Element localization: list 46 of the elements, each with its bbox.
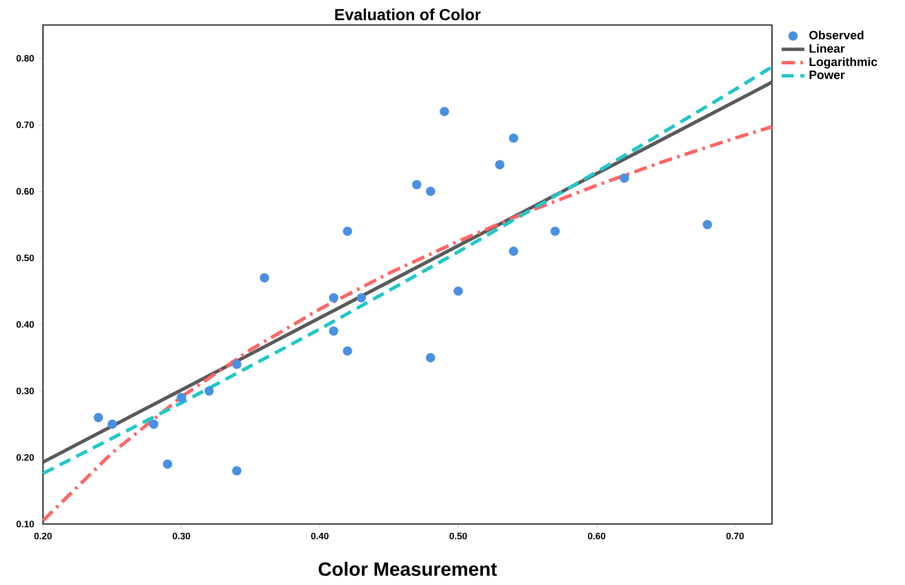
x-tick-label: 0.20 (34, 532, 52, 540)
point (702, 220, 712, 230)
point (356, 293, 366, 302)
point (232, 360, 242, 369)
point (550, 226, 560, 236)
point (454, 286, 463, 296)
y-tick-label: 0.20 (16, 454, 34, 461)
point (412, 180, 422, 190)
x-tick-label: 0.40 (311, 532, 329, 540)
y-tick-label: 0.30 (16, 388, 34, 394)
point (426, 353, 436, 362)
point (426, 186, 436, 196)
point (232, 466, 242, 476)
chart-title: Evaluation of Color (335, 8, 481, 20)
x-tick-label: 0.30 (172, 532, 190, 540)
point (204, 386, 214, 396)
point (94, 412, 104, 422)
y-tick-label: 0.80 (16, 54, 34, 62)
x-tick-label: 0.60 (588, 532, 606, 540)
point (495, 160, 504, 170)
y-tick-label: 0.40 (16, 321, 34, 328)
y-tick-label: 0.10 (16, 520, 34, 528)
x-axis-title: Color Measurement (318, 562, 497, 576)
point (176, 392, 186, 402)
point (149, 420, 158, 429)
y-tick-label: 0.60 (16, 188, 34, 195)
legend-label: Observed (809, 30, 864, 40)
point (620, 173, 629, 183)
line-series (41, 125, 774, 522)
point (108, 420, 117, 429)
point (329, 293, 338, 302)
point (329, 326, 338, 336)
legend-label: Power (810, 70, 845, 80)
point (508, 133, 518, 143)
y-tick-label: 0.70 (16, 122, 34, 128)
x-tick-label: 0.70 (726, 532, 744, 540)
point (440, 106, 450, 116)
legend-label: Logarithmic (810, 57, 878, 69)
y-tick-label: 0.50 (16, 254, 34, 262)
point (342, 226, 352, 236)
point (260, 273, 270, 282)
point (508, 246, 518, 256)
point (342, 346, 352, 356)
x-tick-label: 0.50 (450, 532, 467, 540)
legend-label: Linear (810, 44, 845, 53)
point (162, 459, 172, 469)
